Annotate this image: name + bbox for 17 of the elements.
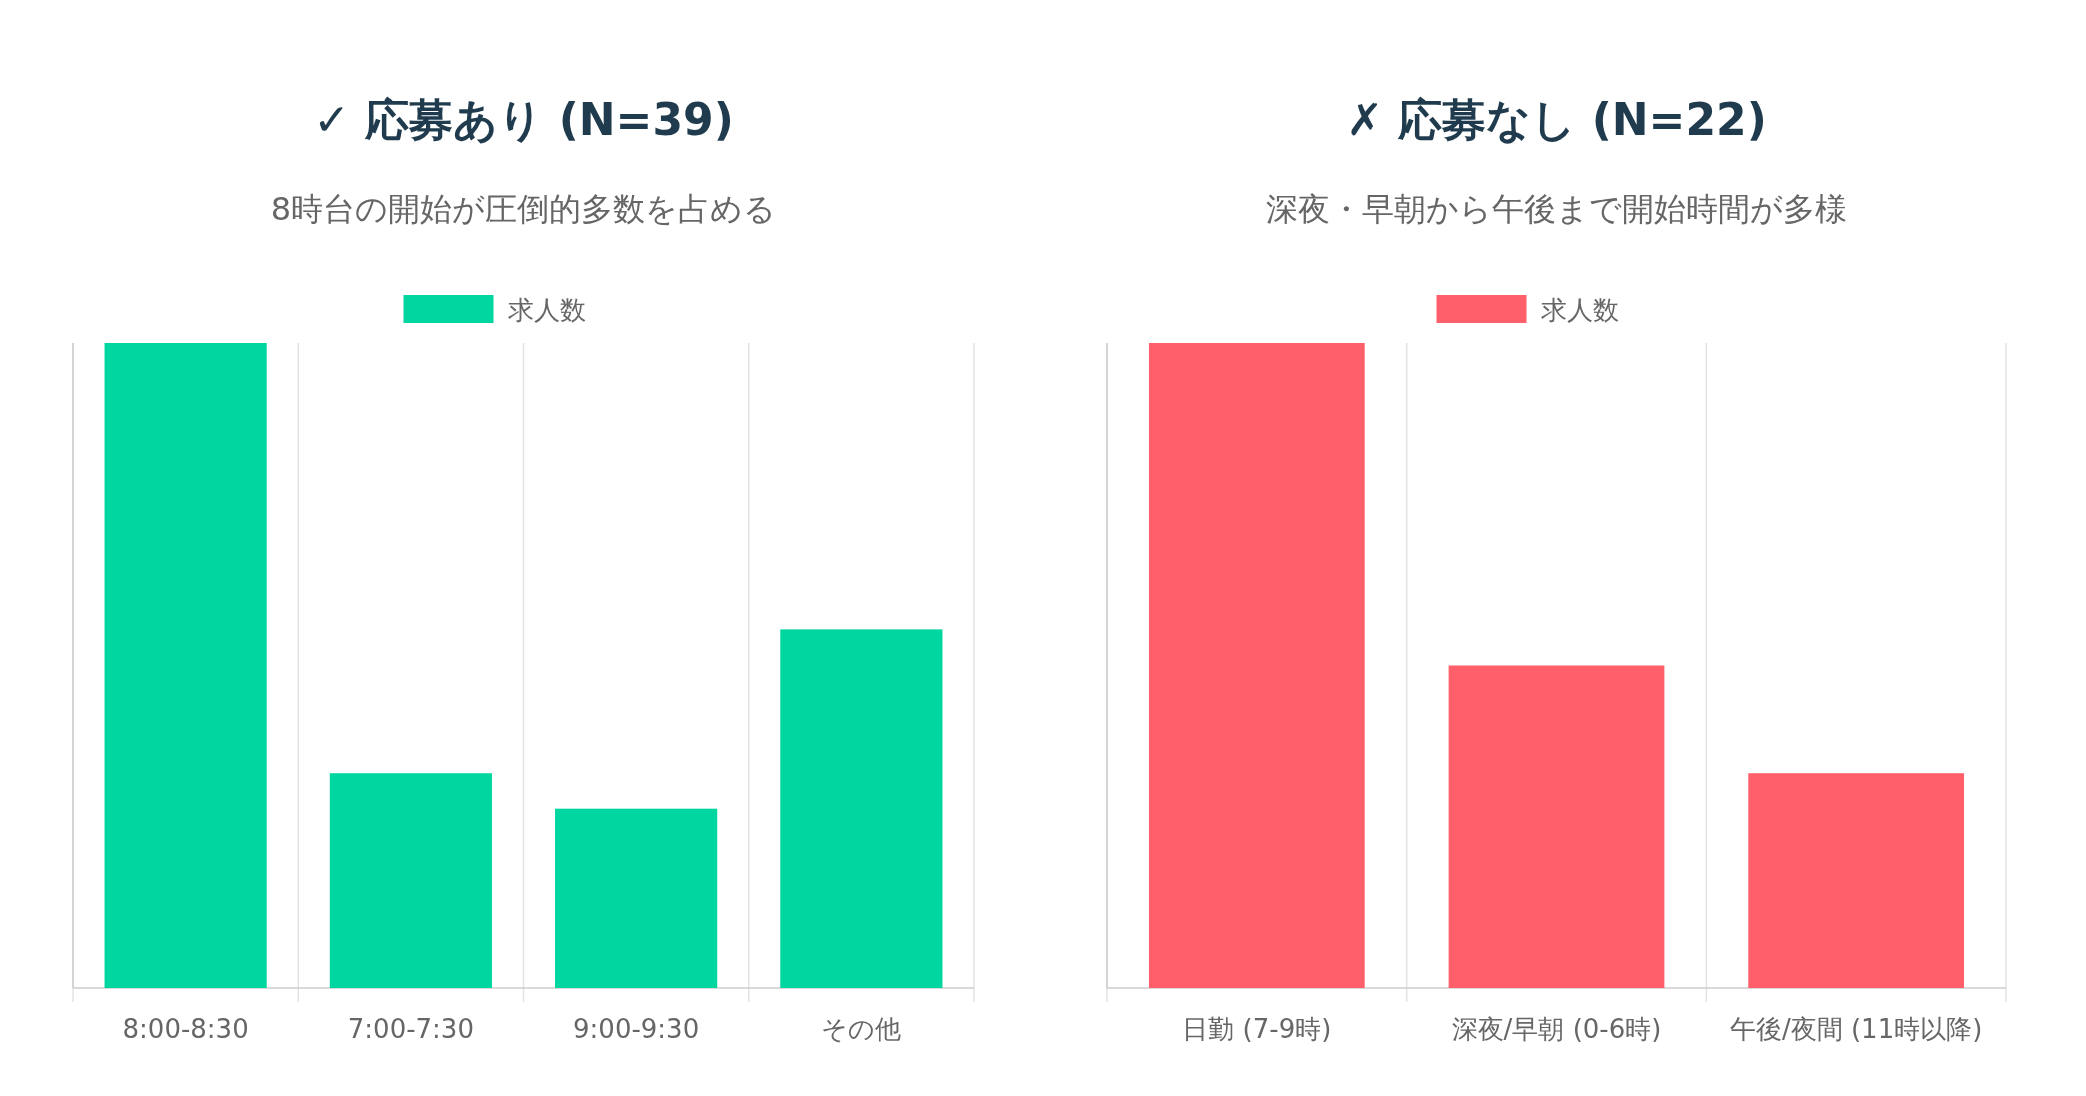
chart-subtitle: 深夜・早朝から午後まで開始時間が多様 [1266, 190, 1847, 228]
chart-subtitle: 8時台の開始が圧倒的多数を占める [270, 190, 777, 228]
x-tick-label: 8:00-8:30 [122, 1014, 249, 1044]
chart-title: ✗ 応募なし (N=22) [1346, 94, 1767, 145]
x-tick-label: 深夜/早朝 (0-6時) [1451, 1014, 1662, 1044]
legend-label: 求人数 [1540, 295, 1619, 325]
x-tick-label: その他 [821, 1014, 902, 1044]
legend-label: 求人数 [507, 295, 586, 325]
bar [555, 808, 718, 988]
x-tick-label: 7:00-7:30 [347, 1014, 474, 1044]
bar [329, 773, 492, 988]
x-tick-label: 9:00-9:30 [573, 1014, 700, 1044]
bar [780, 629, 943, 988]
bar [104, 343, 267, 988]
x-tick-label: 日勤 (7-9時) [1182, 1014, 1332, 1044]
chart-title: ✓ 応募あり (N=39) [313, 94, 734, 145]
x-tick-label: 午後/夜間 (11時以降) [1729, 1014, 1983, 1044]
